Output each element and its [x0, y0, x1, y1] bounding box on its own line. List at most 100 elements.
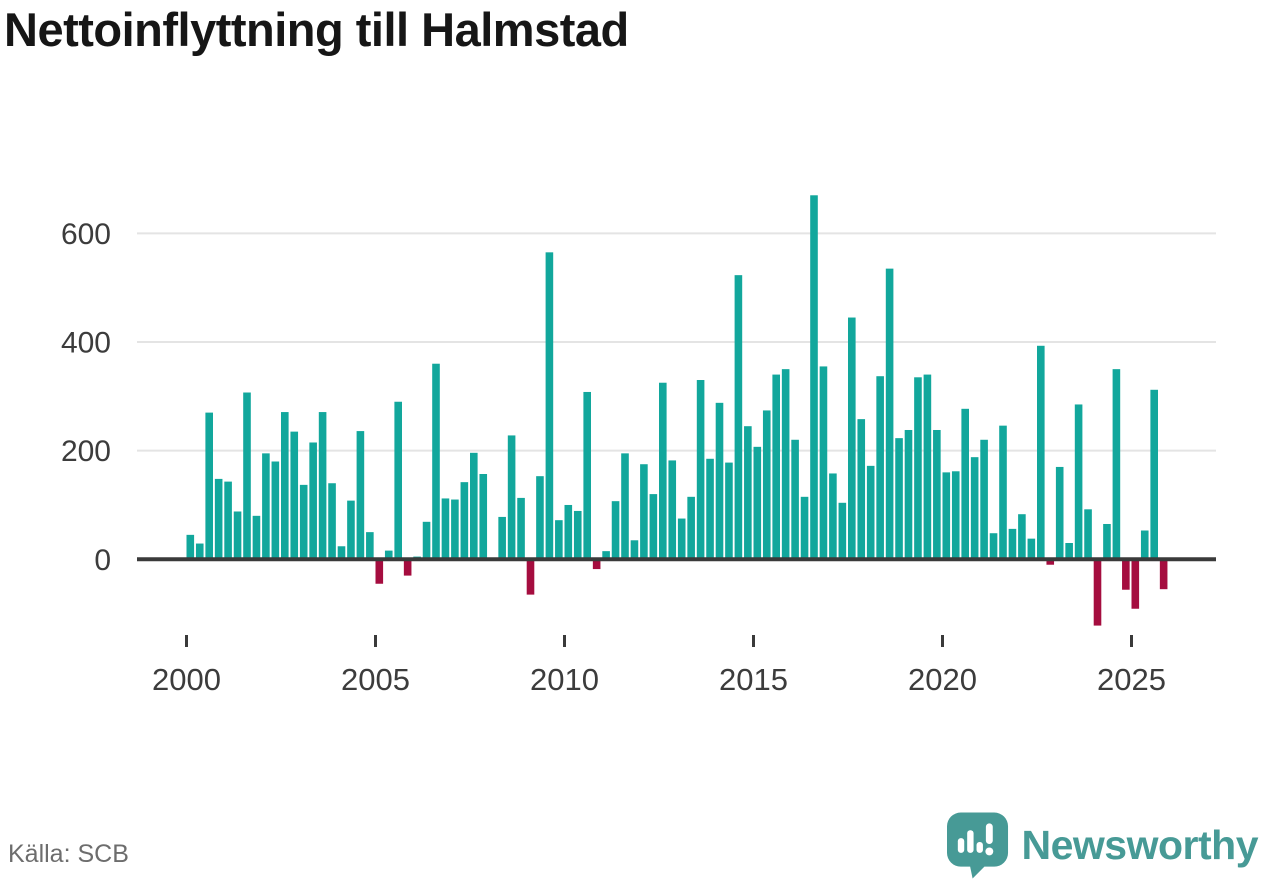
bar-2025Q4 — [1159, 559, 1168, 590]
bar-2001Q4 — [252, 515, 261, 560]
bar-2000Q1 — [186, 534, 195, 560]
bar-2000Q3 — [205, 412, 213, 560]
bar-2001Q1 — [224, 481, 232, 560]
bar-2022Q3 — [1037, 345, 1045, 560]
bar-2017Q2 — [838, 502, 847, 560]
bar-2022Q2 — [1027, 538, 1036, 560]
bar-2002Q2 — [271, 461, 280, 560]
bar-2020Q3 — [961, 408, 969, 560]
bar-2001Q3 — [243, 392, 251, 560]
bar-2019Q2 — [914, 377, 922, 560]
bar-2008Q3 — [507, 435, 516, 560]
bar-2012Q3 — [659, 382, 667, 560]
bar-2004Q2 — [347, 500, 355, 560]
bar-2011Q2 — [611, 501, 620, 560]
bar-2002Q3 — [281, 412, 289, 560]
bar-2024Q2 — [1103, 523, 1111, 560]
bar-2005Q2 — [384, 550, 393, 560]
bar-2004Q4 — [366, 532, 374, 560]
bar-2005Q1 — [375, 559, 384, 584]
y-tick-label-600: 600 — [61, 218, 111, 251]
bar-2024Q3 — [1112, 369, 1121, 560]
bar-2021Q4 — [1008, 528, 1017, 560]
bar-2016Q1 — [791, 439, 799, 560]
bar-2007Q3 — [470, 452, 478, 560]
bar-2009Q4 — [555, 520, 563, 560]
bar-2006Q3 — [432, 363, 440, 560]
logo-bar-3 — [976, 842, 983, 853]
bar-2021Q3 — [999, 425, 1007, 560]
bar-2020Q4 — [970, 457, 979, 560]
newsworthy-logo-icon — [946, 812, 1008, 879]
bar-2013Q1 — [677, 518, 686, 560]
bar-2003Q3 — [318, 412, 327, 560]
x-tick-label-2015: 2015 — [719, 662, 788, 697]
bar-2002Q4 — [290, 431, 299, 560]
bar-2018Q3 — [885, 268, 894, 560]
bar-2013Q4 — [706, 458, 714, 560]
bar-2011Q3 — [621, 453, 629, 560]
bar-2010Q3 — [583, 391, 591, 560]
bar-2017Q4 — [857, 419, 866, 560]
bar-2022Q4 — [1046, 559, 1055, 565]
bar-2015Q4 — [781, 369, 790, 560]
bar-2025Q3 — [1150, 389, 1158, 560]
bar-2025Q1 — [1131, 559, 1140, 609]
bar-2023Q1 — [1055, 466, 1064, 560]
bar-2002Q1 — [262, 453, 270, 560]
bar-2019Q3 — [923, 374, 932, 560]
bar-2019Q4 — [933, 429, 941, 560]
y-tick-label-400: 400 — [61, 326, 111, 359]
bar-2019Q1 — [904, 429, 913, 560]
logo-exclamation-bar — [985, 823, 993, 845]
bar-2014Q4 — [744, 426, 752, 560]
bar-2021Q2 — [989, 533, 998, 560]
bar-2005Q3 — [394, 401, 402, 560]
bar-2011Q1 — [602, 551, 610, 560]
chart-title: Nettoinflyttning till Halmstad — [4, 3, 629, 56]
bar-2016Q4 — [819, 366, 828, 560]
bar-2009Q2 — [536, 476, 544, 560]
bar-2001Q2 — [233, 511, 242, 560]
bar-2008Q4 — [517, 497, 525, 560]
newsworthy-wordmark: Newsworthy — [1021, 822, 1259, 868]
bar-2015Q2 — [762, 410, 771, 560]
bar-2006Q2 — [422, 521, 431, 560]
bar-2014Q3 — [734, 275, 743, 560]
bar-2005Q4 — [403, 559, 412, 576]
bar-2023Q3 — [1074, 404, 1083, 560]
bar-2012Q4 — [668, 460, 677, 560]
logo-bar-1 — [957, 838, 964, 853]
bar-2013Q2 — [687, 496, 695, 560]
bar-2009Q3 — [545, 252, 554, 560]
bar-2014Q1 — [715, 402, 724, 560]
bar-2003Q4 — [328, 483, 336, 560]
bar-2013Q3 — [696, 380, 705, 560]
bar-2011Q4 — [630, 540, 639, 560]
logo-exclamation-dot — [984, 847, 993, 856]
bar-2021Q1 — [980, 439, 988, 560]
bar-2020Q2 — [951, 471, 960, 560]
bar-2015Q3 — [772, 374, 780, 560]
bar-2008Q2 — [498, 516, 506, 560]
bar-2004Q1 — [337, 546, 346, 560]
bar-2007Q2 — [460, 482, 469, 560]
x-tick-label-2020: 2020 — [908, 662, 977, 697]
bar-2007Q4 — [479, 474, 488, 560]
bar-2000Q4 — [214, 478, 223, 560]
bar-2007Q1 — [451, 499, 459, 560]
bar-2025Q2 — [1140, 530, 1149, 560]
bar-2020Q1 — [942, 472, 951, 560]
bar-2018Q4 — [895, 438, 903, 560]
bar-2010Q1 — [564, 504, 573, 560]
bar-2024Q4 — [1122, 559, 1130, 590]
bar-2018Q2 — [876, 376, 884, 560]
newsworthy-brand: Newsworthy — [946, 812, 1259, 879]
bar-2000Q2 — [195, 543, 204, 560]
bar-2018Q1 — [866, 465, 875, 560]
bar-2022Q1 — [1018, 514, 1026, 560]
bar-2003Q2 — [309, 442, 317, 560]
x-tick-label-2010: 2010 — [530, 662, 599, 697]
